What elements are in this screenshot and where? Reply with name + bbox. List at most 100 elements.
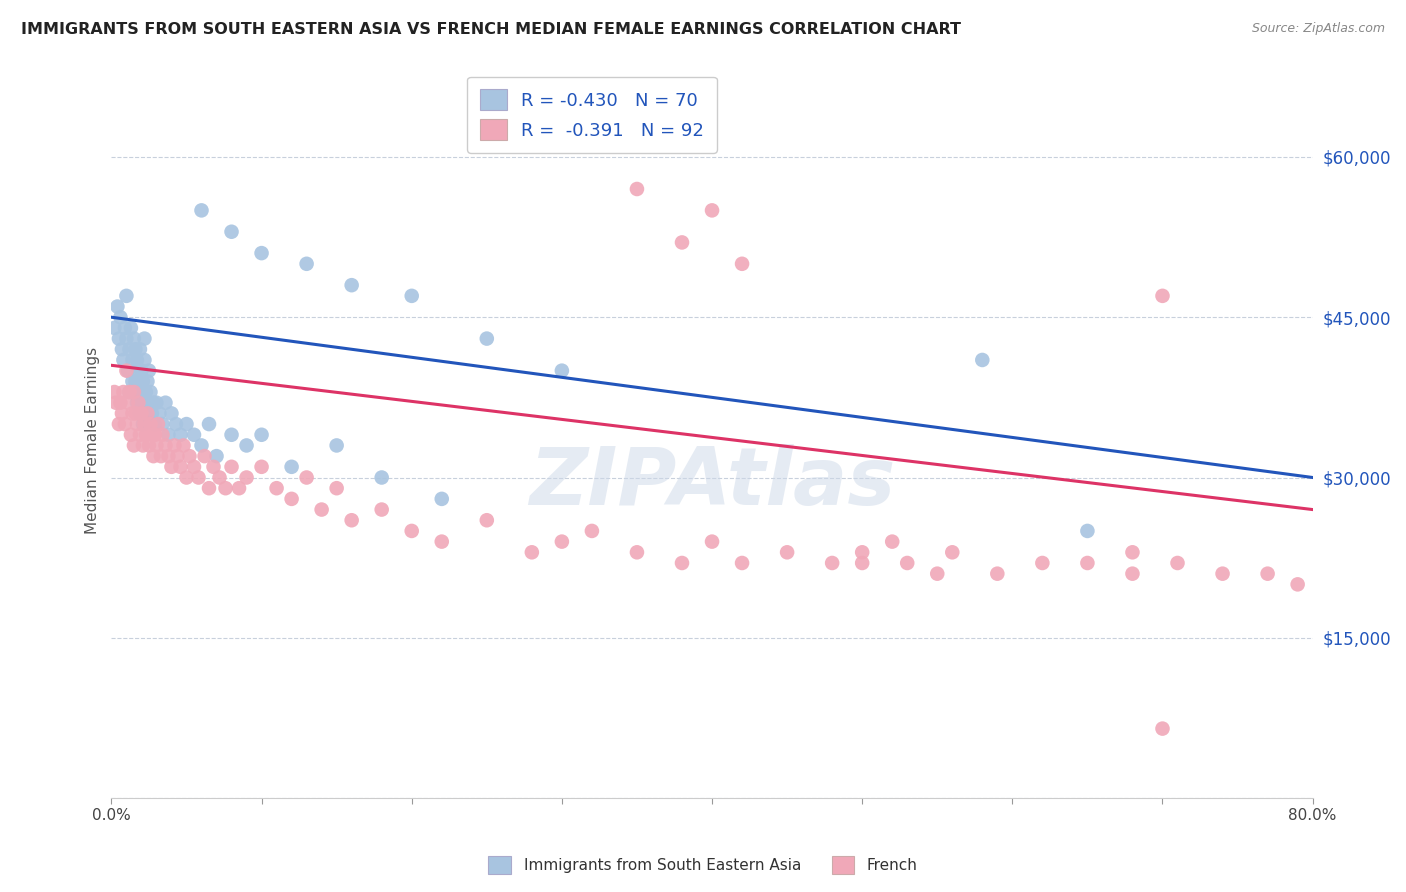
Point — [131, 364, 153, 378]
Point — [129, 427, 152, 442]
Point — [143, 417, 166, 431]
Point — [124, 406, 146, 420]
Point — [202, 459, 225, 474]
Point — [131, 395, 153, 409]
Point — [1076, 556, 1098, 570]
Point — [187, 470, 209, 484]
Point — [311, 502, 333, 516]
Point — [166, 449, 188, 463]
Point — [208, 470, 231, 484]
Point — [1257, 566, 1279, 581]
Point — [142, 449, 165, 463]
Point — [145, 395, 167, 409]
Point — [138, 364, 160, 378]
Point — [139, 384, 162, 399]
Point — [134, 353, 156, 368]
Point — [112, 384, 135, 399]
Point — [115, 364, 138, 378]
Point — [160, 406, 183, 420]
Point — [927, 566, 949, 581]
Point — [401, 524, 423, 538]
Text: Source: ZipAtlas.com: Source: ZipAtlas.com — [1251, 22, 1385, 36]
Point — [851, 545, 873, 559]
Point — [111, 406, 134, 420]
Point — [295, 470, 318, 484]
Point — [165, 417, 187, 431]
Point — [115, 332, 138, 346]
Point — [941, 545, 963, 559]
Point — [122, 384, 145, 399]
Point — [152, 417, 174, 431]
Point — [176, 470, 198, 484]
Point — [295, 257, 318, 271]
Point — [146, 417, 169, 431]
Point — [149, 449, 172, 463]
Point — [551, 534, 574, 549]
Point — [141, 406, 163, 420]
Point — [700, 203, 723, 218]
Point — [731, 556, 754, 570]
Point — [1121, 566, 1143, 581]
Point — [108, 417, 131, 431]
Point — [193, 449, 215, 463]
Point — [986, 566, 1008, 581]
Legend: R = -0.430   N = 70, R =  -0.391   N = 92: R = -0.430 N = 70, R = -0.391 N = 92 — [467, 77, 717, 153]
Point — [340, 278, 363, 293]
Point — [882, 534, 904, 549]
Point — [776, 545, 799, 559]
Point — [136, 406, 159, 420]
Point — [135, 406, 157, 420]
Point — [1212, 566, 1234, 581]
Y-axis label: Median Female Earnings: Median Female Earnings — [86, 347, 100, 533]
Point — [134, 417, 156, 431]
Point — [135, 384, 157, 399]
Point — [731, 257, 754, 271]
Point — [235, 470, 257, 484]
Point — [127, 384, 149, 399]
Point — [250, 459, 273, 474]
Point — [131, 406, 153, 420]
Point — [157, 427, 180, 442]
Point — [117, 364, 139, 378]
Text: ZIPAtlas: ZIPAtlas — [529, 444, 896, 522]
Point — [121, 406, 143, 420]
Point — [221, 427, 243, 442]
Point — [142, 395, 165, 409]
Point — [118, 384, 141, 399]
Point — [325, 438, 347, 452]
Point — [138, 438, 160, 452]
Point — [169, 427, 191, 442]
Point — [475, 332, 498, 346]
Point — [221, 225, 243, 239]
Point — [176, 417, 198, 431]
Point — [821, 556, 844, 570]
Point — [250, 427, 273, 442]
Point — [152, 427, 174, 442]
Point — [135, 427, 157, 442]
Point — [235, 438, 257, 452]
Point — [163, 438, 186, 452]
Point — [430, 491, 453, 506]
Point — [121, 353, 143, 368]
Point — [143, 427, 166, 442]
Point — [214, 481, 236, 495]
Point — [671, 235, 693, 250]
Point — [228, 481, 250, 495]
Point — [173, 438, 195, 452]
Point — [111, 343, 134, 357]
Point — [1031, 556, 1053, 570]
Point — [141, 427, 163, 442]
Point — [155, 395, 177, 409]
Point — [250, 246, 273, 260]
Point — [125, 417, 148, 431]
Point — [129, 406, 152, 420]
Point — [896, 556, 918, 570]
Point — [1166, 556, 1188, 570]
Point — [700, 534, 723, 549]
Point — [179, 449, 201, 463]
Point — [114, 321, 136, 335]
Legend: Immigrants from South Eastern Asia, French: Immigrants from South Eastern Asia, Fren… — [482, 850, 924, 880]
Point — [127, 364, 149, 378]
Point — [155, 438, 177, 452]
Point — [118, 343, 141, 357]
